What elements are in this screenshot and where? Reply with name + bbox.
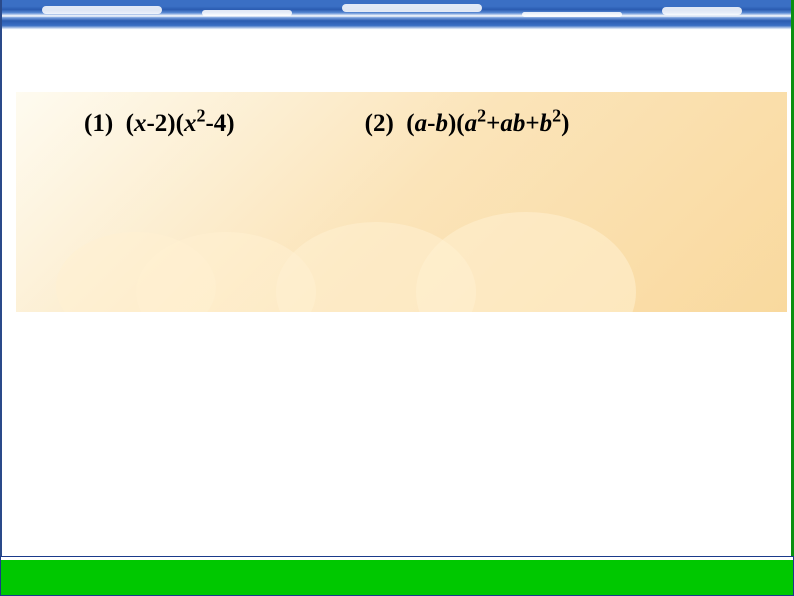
main-content-area: (1) (x-2)(x2-4) (2) (a-b)(a2+ab+b2) — [2, 32, 791, 556]
problem-1-expression: (x-2)(x2-4) — [126, 110, 235, 137]
problem-1: (1) (x-2)(x2-4) — [84, 110, 235, 138]
bottom-green-band — [0, 556, 794, 596]
problem-1-label: (1) — [84, 110, 113, 137]
problems-row: (1) (x-2)(x2-4) (2) (a-b)(a2+ab+b2) — [84, 110, 767, 138]
problem-2-expression: (a-b)(a2+ab+b2) — [406, 110, 569, 137]
top-sky-banner — [2, 0, 791, 32]
problem-2: (2) (a-b)(a2+ab+b2) — [365, 110, 570, 138]
problem-2-label: (2) — [365, 110, 394, 137]
problems-panel: (1) (x-2)(x2-4) (2) (a-b)(a2+ab+b2) — [16, 92, 787, 312]
